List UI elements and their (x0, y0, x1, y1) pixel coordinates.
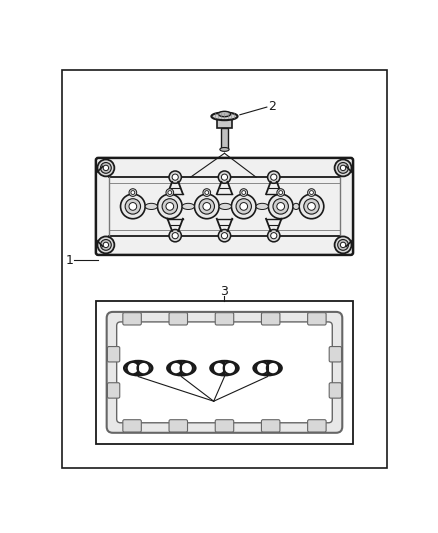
Text: 4: 4 (210, 399, 218, 413)
FancyBboxPatch shape (215, 419, 234, 432)
Ellipse shape (145, 203, 158, 209)
Circle shape (236, 199, 251, 214)
FancyBboxPatch shape (307, 313, 326, 325)
FancyBboxPatch shape (107, 312, 342, 433)
Ellipse shape (124, 361, 152, 375)
Circle shape (103, 165, 109, 171)
Ellipse shape (218, 111, 231, 117)
Circle shape (170, 362, 182, 374)
FancyBboxPatch shape (117, 322, 332, 423)
FancyBboxPatch shape (107, 346, 120, 362)
Circle shape (162, 199, 177, 214)
Circle shape (158, 194, 182, 219)
FancyBboxPatch shape (123, 419, 141, 432)
Circle shape (277, 189, 285, 196)
Circle shape (100, 239, 111, 251)
Circle shape (256, 362, 268, 374)
Circle shape (131, 191, 135, 195)
Ellipse shape (211, 361, 238, 375)
Ellipse shape (167, 361, 195, 375)
Circle shape (172, 174, 178, 180)
Bar (96, 301, 353, 443)
Circle shape (180, 362, 193, 374)
FancyBboxPatch shape (261, 419, 280, 432)
Circle shape (203, 189, 211, 196)
FancyBboxPatch shape (123, 313, 141, 325)
Circle shape (267, 362, 279, 374)
Circle shape (242, 191, 246, 195)
Circle shape (268, 194, 293, 219)
Circle shape (100, 163, 111, 173)
Text: 2: 2 (268, 100, 276, 113)
Circle shape (138, 362, 150, 374)
Circle shape (240, 203, 247, 210)
Circle shape (335, 237, 352, 253)
Circle shape (271, 174, 277, 180)
Circle shape (166, 203, 173, 210)
Circle shape (172, 232, 178, 239)
Ellipse shape (254, 361, 282, 375)
Circle shape (304, 199, 319, 214)
FancyBboxPatch shape (329, 383, 342, 398)
Circle shape (273, 199, 288, 214)
Circle shape (221, 174, 228, 180)
Circle shape (268, 171, 280, 183)
Circle shape (205, 191, 208, 195)
Circle shape (310, 191, 314, 195)
Ellipse shape (220, 148, 229, 151)
FancyBboxPatch shape (107, 383, 120, 398)
Circle shape (213, 362, 225, 374)
Ellipse shape (256, 203, 268, 209)
Circle shape (166, 189, 173, 196)
Text: 3: 3 (221, 285, 228, 298)
Circle shape (97, 237, 114, 253)
Circle shape (203, 203, 211, 210)
Circle shape (338, 163, 349, 173)
Circle shape (299, 194, 324, 219)
FancyBboxPatch shape (96, 158, 353, 255)
Circle shape (240, 189, 247, 196)
Circle shape (335, 159, 352, 176)
FancyBboxPatch shape (169, 313, 187, 325)
Circle shape (307, 189, 315, 196)
Circle shape (194, 194, 219, 219)
Circle shape (127, 362, 139, 374)
Circle shape (103, 242, 109, 248)
Circle shape (277, 203, 285, 210)
Circle shape (218, 171, 231, 183)
Circle shape (169, 171, 181, 183)
Circle shape (169, 230, 181, 242)
Ellipse shape (212, 112, 237, 120)
Circle shape (97, 159, 114, 176)
FancyBboxPatch shape (215, 313, 234, 325)
FancyBboxPatch shape (261, 313, 280, 325)
Ellipse shape (293, 203, 299, 209)
Circle shape (279, 191, 283, 195)
FancyBboxPatch shape (329, 346, 342, 362)
Circle shape (231, 194, 256, 219)
Circle shape (340, 165, 346, 171)
Ellipse shape (182, 203, 194, 209)
Circle shape (268, 230, 280, 242)
Circle shape (271, 232, 277, 239)
Circle shape (129, 203, 137, 210)
Bar (221, 128, 228, 149)
Circle shape (168, 191, 172, 195)
FancyBboxPatch shape (169, 419, 187, 432)
Circle shape (221, 232, 228, 239)
Circle shape (307, 203, 315, 210)
Circle shape (218, 230, 231, 242)
FancyBboxPatch shape (217, 119, 232, 128)
Circle shape (224, 362, 236, 374)
Circle shape (129, 189, 137, 196)
Circle shape (199, 199, 215, 214)
Ellipse shape (219, 203, 231, 209)
Circle shape (338, 239, 349, 251)
Circle shape (125, 199, 141, 214)
Text: 1: 1 (66, 254, 74, 267)
Circle shape (340, 242, 346, 248)
Circle shape (120, 194, 145, 219)
FancyBboxPatch shape (307, 419, 326, 432)
